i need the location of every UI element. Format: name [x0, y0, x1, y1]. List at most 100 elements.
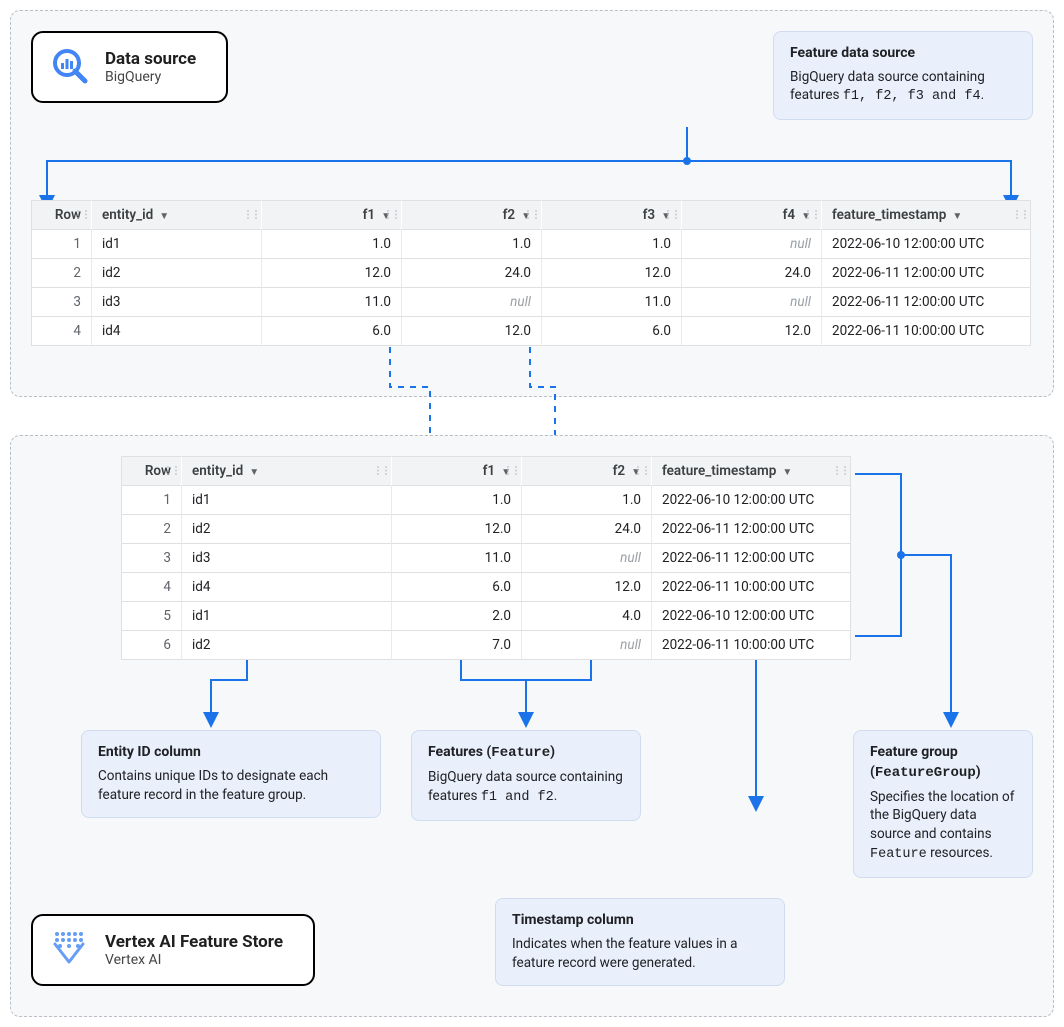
table-row: 3id311.0null11.0null2022-06-11 12:00:00 … — [31, 288, 1031, 317]
table-cell: 1.0 — [401, 230, 541, 259]
feature-store-panel: Row⋮⋮entity_id▼⋮⋮f1▼⋮⋮f2▼⋮⋮feature_times… — [10, 435, 1054, 1016]
table-cell: 6 — [121, 631, 181, 660]
table-cell: 24.0 — [401, 259, 541, 288]
bigquery-icon — [47, 43, 91, 91]
table-cell: 12.0 — [391, 515, 521, 544]
data-source-panel: Data source BigQuery Feature data source… — [10, 10, 1054, 397]
source-data-table: Row⋮⋮entity_id▼⋮⋮f1▼⋮⋮f2▼⋮⋮f3▼⋮⋮f4▼⋮⋮fea… — [31, 200, 1031, 346]
column-resize-handle[interactable]: ⋮⋮ — [373, 466, 389, 477]
table-row: 5id12.04.02022-06-10 12:00:00 UTC — [121, 602, 851, 631]
column-resize-handle[interactable]: ⋮⋮ — [383, 210, 399, 221]
table-cell: 2 — [31, 259, 91, 288]
table-cell: 2022-06-11 12:00:00 UTC — [821, 288, 1031, 317]
table-cell: id3 — [181, 544, 391, 573]
table-cell: id2 — [181, 515, 391, 544]
table-cell: 2022-06-11 10:00:00 UTC — [651, 631, 851, 660]
table-row: 1id11.01.02022-06-10 12:00:00 UTC — [121, 486, 851, 515]
column-label: f2 — [503, 207, 516, 223]
column-header-f3[interactable]: f3▼⋮⋮ — [541, 200, 681, 230]
table-cell: 12.0 — [261, 259, 401, 288]
table-cell: id1 — [181, 486, 391, 515]
table-cell: 3 — [121, 544, 181, 573]
timestamp-callout: Timestamp column Indicates when the feat… — [495, 898, 785, 985]
table-row: 4id46.012.06.012.02022-06-11 10:00:00 UT… — [31, 317, 1031, 346]
table-cell: 12.0 — [681, 317, 821, 346]
feature-group-data-table: Row⋮⋮entity_id▼⋮⋮f1▼⋮⋮f2▼⋮⋮feature_times… — [121, 456, 851, 660]
table-cell: 6.0 — [541, 317, 681, 346]
column-header-feature_timestamp[interactable]: feature_timestamp▼⋮⋮ — [821, 200, 1031, 230]
callout-title: Feature data source — [790, 44, 1016, 64]
null-value: null — [510, 294, 531, 310]
table-cell: 7.0 — [391, 631, 521, 660]
callout-body: Contains unique IDs to designate each fe… — [98, 767, 364, 805]
column-header-Row: Row⋮⋮ — [31, 200, 91, 230]
callout-body: Specifies the location of the BigQuery d… — [870, 788, 1016, 866]
table-cell: 24.0 — [521, 515, 651, 544]
feature-data-source-callout: Feature data source BigQuery data source… — [773, 31, 1033, 120]
column-header-f2[interactable]: f2▼⋮⋮ — [401, 200, 541, 230]
data-source-title-card: Data source BigQuery — [31, 31, 228, 103]
feature-store-subtitle: Vertex AI — [105, 952, 283, 968]
callout-title: Timestamp column — [512, 911, 768, 931]
table-cell: 11.0 — [391, 544, 521, 573]
table-cell: 11.0 — [541, 288, 681, 317]
callout-body: BigQuery data source containing features… — [790, 68, 1016, 108]
column-header-f4[interactable]: f4▼⋮⋮ — [681, 200, 821, 230]
column-header-f1[interactable]: f1▼⋮⋮ — [261, 200, 401, 230]
table-cell: 12.0 — [541, 259, 681, 288]
column-resize-handle[interactable]: ⋮⋮ — [523, 210, 539, 221]
source-table: Row⋮⋮entity_id▼⋮⋮f1▼⋮⋮f2▼⋮⋮f3▼⋮⋮f4▼⋮⋮fea… — [31, 200, 1033, 346]
column-header-entity_id[interactable]: entity_id▼⋮⋮ — [181, 456, 391, 486]
table-cell: 1.0 — [541, 230, 681, 259]
table-cell: 2022-06-11 12:00:00 UTC — [651, 544, 851, 573]
callout-title: Entity ID column — [98, 743, 364, 763]
column-header-f1[interactable]: f1▼⋮⋮ — [391, 456, 521, 486]
table-cell: id4 — [181, 573, 391, 602]
column-label: f4 — [783, 207, 796, 223]
callout-title: Features (Feature) — [428, 743, 624, 764]
table-cell: 4 — [31, 317, 91, 346]
table-cell: null — [521, 544, 651, 573]
data-source-title: Data source — [105, 49, 196, 69]
column-resize-handle[interactable]: ⋮⋮ — [243, 210, 259, 221]
sort-caret-icon: ▼ — [249, 467, 259, 478]
column-header-f2[interactable]: f2▼⋮⋮ — [521, 456, 651, 486]
table-cell: 12.0 — [401, 317, 541, 346]
column-label: feature_timestamp — [832, 207, 946, 223]
feature-group-table: Row⋮⋮entity_id▼⋮⋮f1▼⋮⋮f2▼⋮⋮feature_times… — [121, 456, 1033, 660]
vertex-ai-icon — [47, 926, 91, 974]
data-source-subtitle: BigQuery — [105, 69, 196, 85]
feature-group-callout: Feature group (FeatureGroup) Specifies t… — [853, 730, 1033, 878]
callout-body: BigQuery data source containing features… — [428, 768, 624, 808]
table-cell: null — [521, 631, 651, 660]
column-resize-handle[interactable]: ⋮⋮ — [633, 466, 649, 477]
column-resize-handle[interactable]: ⋮⋮ — [73, 210, 89, 221]
table-cell: 2022-06-10 12:00:00 UTC — [651, 602, 851, 631]
table-cell: 2022-06-11 12:00:00 UTC — [821, 259, 1031, 288]
column-header-feature_timestamp[interactable]: feature_timestamp▼⋮⋮ — [651, 456, 851, 486]
column-header-entity_id[interactable]: entity_id▼⋮⋮ — [91, 200, 261, 230]
table-cell: id1 — [91, 230, 261, 259]
feature-store-title: Vertex AI Feature Store — [105, 932, 283, 952]
column-resize-handle[interactable]: ⋮⋮ — [503, 466, 519, 477]
null-value: null — [790, 236, 811, 252]
column-resize-handle[interactable]: ⋮⋮ — [803, 210, 819, 221]
column-resize-handle[interactable]: ⋮⋮ — [663, 210, 679, 221]
table-cell: 4.0 — [521, 602, 651, 631]
table-cell: 1.0 — [521, 486, 651, 515]
table-cell: 2022-06-11 10:00:00 UTC — [821, 317, 1031, 346]
table-cell: 6.0 — [261, 317, 401, 346]
table-cell: 1 — [31, 230, 91, 259]
table-row: 2id212.024.02022-06-11 12:00:00 UTC — [121, 515, 851, 544]
column-label: entity_id — [102, 207, 153, 223]
table-cell: id3 — [91, 288, 261, 317]
null-value: null — [620, 637, 641, 653]
column-resize-handle[interactable]: ⋮⋮ — [1012, 210, 1028, 221]
column-resize-handle[interactable]: ⋮⋮ — [163, 466, 179, 477]
table-cell: 5 — [121, 602, 181, 631]
table-cell: 1.0 — [261, 230, 401, 259]
column-resize-handle[interactable]: ⋮⋮ — [832, 466, 848, 477]
table-cell: 12.0 — [521, 573, 651, 602]
callout-title: Feature group (FeatureGroup) — [870, 743, 1016, 783]
table-cell: id2 — [91, 259, 261, 288]
